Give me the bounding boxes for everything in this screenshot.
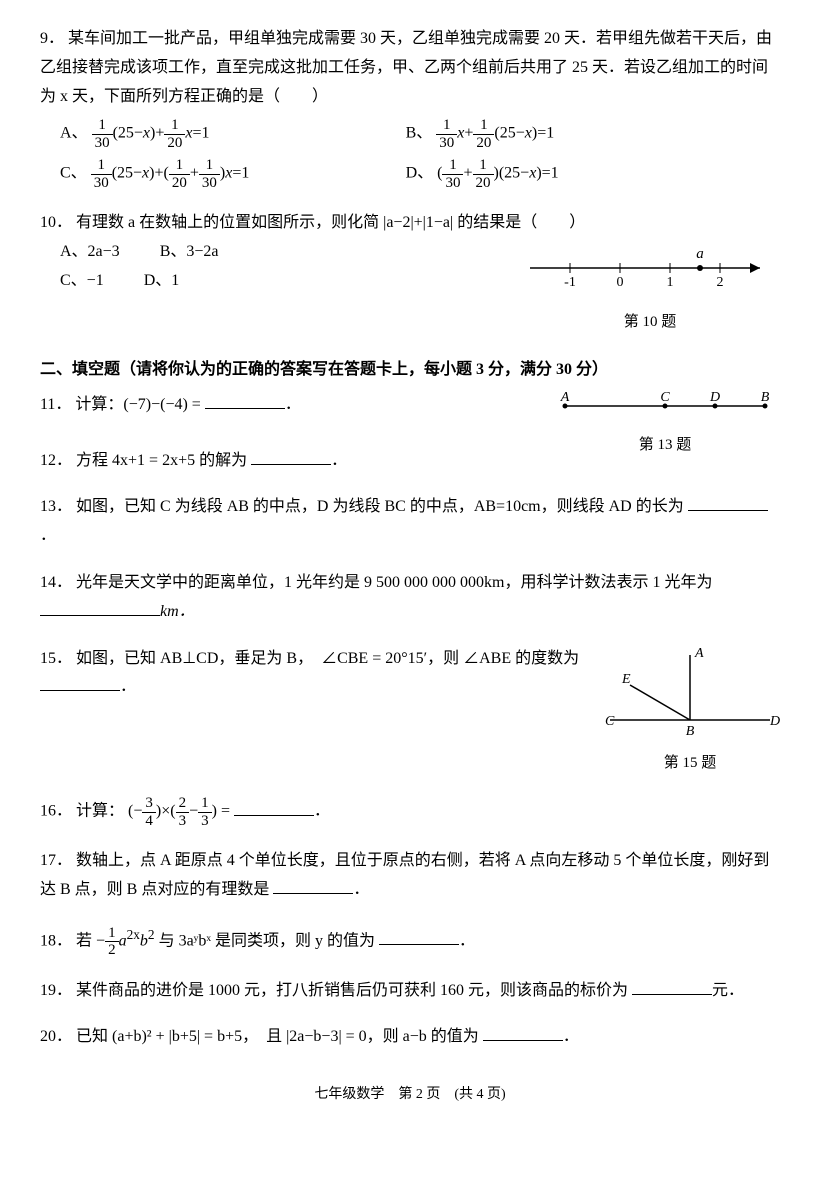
question-9: 9． 某车间加工一批产品，甲组单独完成需要 30 天，乙组单独完成需要 20 天… [40,25,780,191]
q9-option-b: B、 130x+120(25−x)=1 [406,117,752,151]
q9-option-a: A、 130(25−x)+120x=1 [60,117,406,151]
svg-text:-1: -1 [564,275,576,290]
q15-caption: 第 15 题 [600,750,780,777]
question-13: 13． 如图，已知 C 为线段 AB 的中点，D 为线段 BC 的中点，AB=1… [40,493,780,551]
q10-option-c: C、−1 [60,267,104,296]
svg-text:0: 0 [617,275,624,290]
svg-text:C: C [605,714,615,729]
svg-text:a: a [696,246,704,262]
q20-blank [483,1024,563,1041]
svg-text:B: B [761,390,770,405]
q10-figure: a -1 0 1 2 第 10 题 [520,238,780,336]
svg-text:2: 2 [717,275,724,290]
question-14: 14． 光年是天文学中的距离单位，1 光年约是 9 500 000 000 00… [40,569,780,627]
q9-text: 某车间加工一批产品，甲组单独完成需要 30 天，乙组单独完成需要 20 天．若甲… [40,30,772,105]
svg-text:A: A [560,390,570,405]
q13-blank [688,494,768,511]
q12-blank [251,448,331,465]
page-footer: 七年级数学 第 2 页 (共 4 页) [40,1082,780,1107]
question-16: 16． 计算： (−34)×(23−13) = ． [40,795,780,829]
q13-caption: 第 13 题 [550,432,780,459]
question-15: 15． 如图，已知 AB⊥CD，垂足为 B， ∠CBE = 20°15′，则 ∠… [40,645,780,778]
svg-text:E: E [621,672,631,687]
q11-blank [205,392,285,409]
q10-caption: 第 10 题 [520,309,780,336]
q10-option-a: A、2a−3 [60,238,120,267]
q15-figure: A B C D E 第 15 题 [600,645,780,778]
question-20: 20． 已知 (a+b)² + |b+5| = b+5， 且 |2a−b−3| … [40,1023,780,1052]
q9-option-d: D、 (130+120)(25−x)=1 [406,157,752,191]
question-19: 19． 某件商品的进价是 1000 元，打八折销售后仍可获利 160 元，则该商… [40,977,780,1006]
q10-option-d: D、1 [144,267,180,296]
question-18: 18． 若 −12a2xb2 与 3aʸbˣ 是同类项，则 y 的值为 ． [40,923,780,959]
question-17: 17． 数轴上，点 A 距原点 4 个单位长度，且位于原点的右侧，若将 A 点向… [40,847,780,905]
q10-text: 有理数 a 在数轴上的位置如图所示，则化简 |a−2|+|1−a| 的结果是（ … [76,214,585,231]
q19-blank [632,978,712,995]
svg-text:B: B [686,724,695,739]
svg-text:1: 1 [667,275,674,290]
svg-text:A: A [694,646,704,661]
q16-blank [234,799,314,816]
q9-num: 9． [40,30,64,47]
svg-text:D: D [709,390,720,405]
svg-text:C: C [660,390,670,405]
q10-num: 10． [40,214,72,231]
q17-blank [273,877,353,894]
question-10: 10． 有理数 a 在数轴上的位置如图所示，则化简 |a−2|+|1−a| 的结… [40,209,780,336]
svg-text:D: D [769,714,780,729]
q18-blank [379,928,459,945]
q10-option-b: B、3−2a [160,238,219,267]
q9-option-c: C、 130(25−x)+(120+130)x=1 [60,157,406,191]
section-2-heading: 二、填空题（请将你认为的正确的答案写在答题卡上，每小题 3 分，满分 30 分） [40,356,780,385]
q15-blank [40,674,120,691]
q13-figure: A C D B 第 13 题 [550,391,780,459]
q14-blank [40,599,160,616]
